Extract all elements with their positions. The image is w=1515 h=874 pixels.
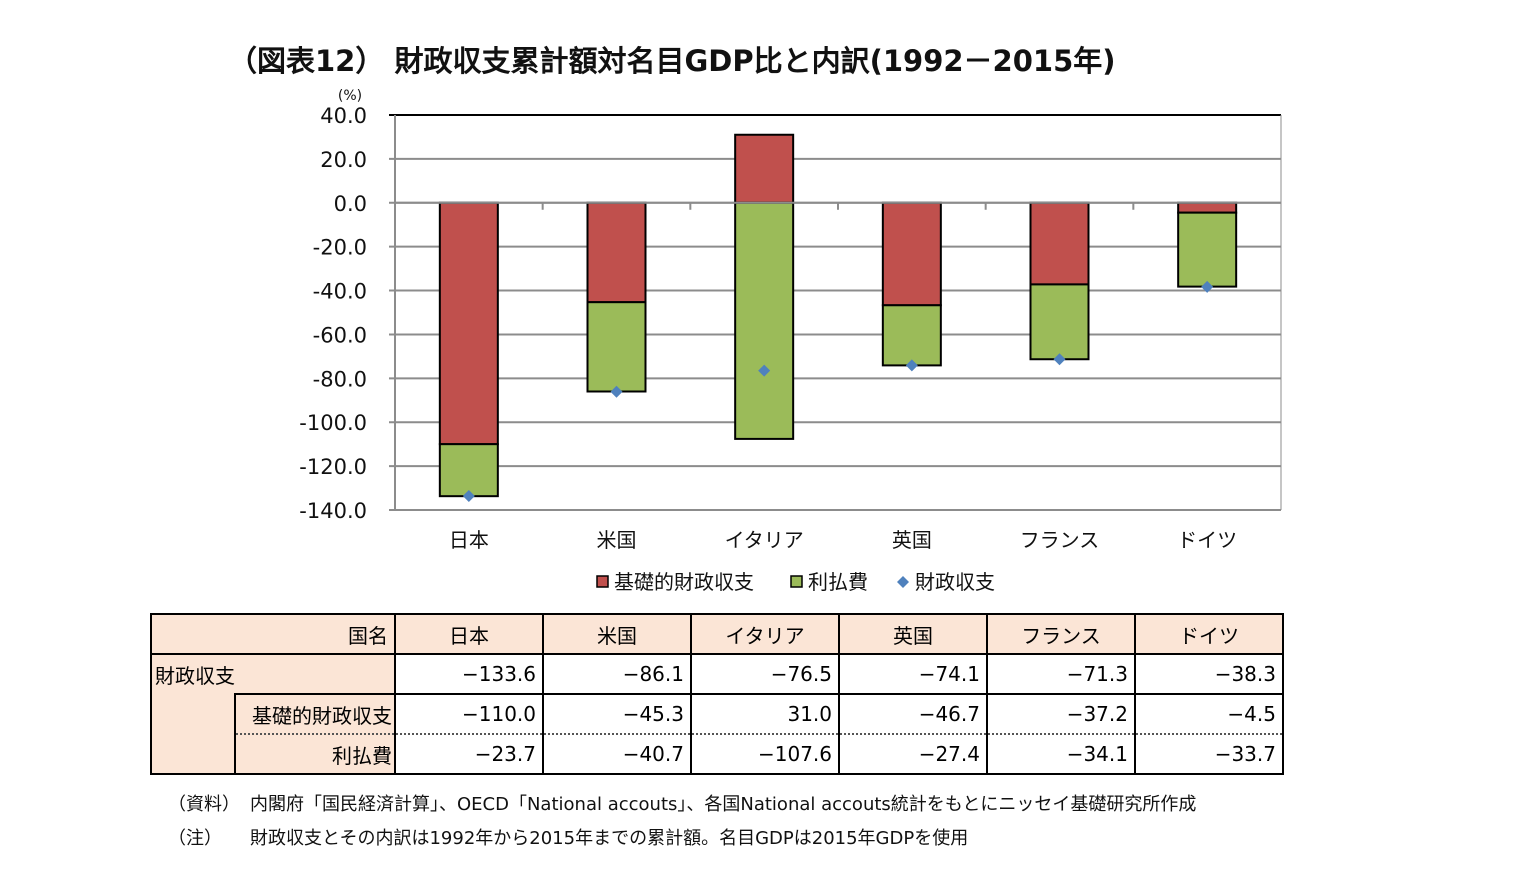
- note-key: （注）: [168, 828, 222, 849]
- legend-label: 基礎的財政収支: [614, 570, 754, 594]
- y-tick-label: -20.0: [313, 236, 367, 260]
- legend-swatch: [596, 575, 609, 588]
- table-cell: −23.7: [394, 733, 544, 775]
- y-tick-label: -80.0: [313, 367, 367, 391]
- note-text: 財政収支とその内訳は1992年から2015年までの累計額。名目GDPは2015年…: [250, 828, 969, 849]
- bar-primary-balance: [734, 133, 795, 204]
- y-tick-label: 0.0: [334, 192, 367, 216]
- table-cell: 31.0: [690, 693, 840, 735]
- bar-primary-balance: [438, 201, 499, 446]
- row-label: 基礎的財政収支: [234, 693, 396, 735]
- bar-interest: [734, 201, 795, 440]
- marker-fiscal-balance: [1201, 280, 1214, 293]
- indent-cell: [149, 694, 237, 775]
- y-tick-label: 40.0: [320, 104, 367, 128]
- x-tick-label: ドイツ: [1177, 528, 1237, 552]
- bar-interest: [1029, 283, 1090, 361]
- table-cell: −71.3: [986, 653, 1136, 695]
- source-note: （資料） 内閣府「国民経済計算」、OECD「National accouts」、各…: [168, 790, 1196, 816]
- table-cell: −86.1: [542, 653, 692, 695]
- x-tick-label: イタリア: [725, 528, 804, 552]
- y-tick-label: -60.0: [313, 323, 367, 347]
- table-cell: −38.3: [1134, 653, 1284, 695]
- bar-primary-balance: [586, 201, 647, 304]
- table-cell: −46.7: [838, 693, 988, 735]
- table-row: 財政収支 −133.6 −86.1 −76.5 −74.1 −71.3 −38.…: [150, 653, 1284, 695]
- marker-fiscal-balance: [758, 364, 771, 377]
- footnote: （注） 財政収支とその内訳は1992年から2015年までの累計額。名目GDPは20…: [168, 824, 968, 850]
- table-cell: −107.6: [690, 733, 840, 775]
- row-label: 財政収支: [150, 653, 396, 694]
- marker-fiscal-balance: [610, 385, 623, 398]
- y-tick-label: -100.0: [299, 411, 367, 435]
- y-tick-label: -140.0: [299, 499, 367, 523]
- table-header: 米国: [542, 613, 692, 655]
- note-key: （資料）: [168, 794, 240, 815]
- chart: 40.0 20.0 0.0 -20.0 -40.0 -60.0 -80.0 -100.0 -12…: [299, 88, 1282, 594]
- row-label: 利払費: [234, 733, 396, 775]
- table-cell: −37.2: [986, 693, 1136, 735]
- data-table: 国名 日本 米国 イタリア 英国 フランス ドイツ 財政収支 −133.6 −8…: [149, 613, 1284, 775]
- x-tick-label: 英国: [892, 528, 932, 552]
- x-tick-label: フランス: [1020, 528, 1100, 552]
- legend-swatch: [897, 576, 909, 588]
- bar-interest: [438, 443, 499, 498]
- table-header: 日本: [394, 613, 544, 655]
- table-cell: −45.3: [542, 693, 692, 735]
- table-header: 英国: [838, 613, 988, 655]
- legend-label: 財政収支: [915, 570, 995, 594]
- table-row: 基礎的財政収支 −110.0 −45.3 31.0 −46.7 −37.2 −4…: [149, 693, 1284, 775]
- marker-fiscal-balance: [462, 489, 475, 502]
- table-cell: −34.1: [986, 733, 1136, 775]
- y-tick-label: 20.0: [320, 148, 367, 172]
- table-cell: −40.7: [542, 733, 692, 775]
- table-header: ドイツ: [1134, 613, 1284, 655]
- table-header: イタリア: [690, 613, 840, 655]
- legend-swatch: [790, 575, 803, 588]
- table-corner: 国名: [150, 613, 396, 655]
- y-tick-label: -120.0: [299, 455, 367, 479]
- marker-fiscal-balance: [1053, 353, 1066, 366]
- bar-interest: [586, 301, 647, 393]
- table-cell: −33.7: [1134, 733, 1284, 775]
- chart-title: （図表12） 財政収支累計額対名目GDP比と内訳(1992－2015年): [228, 44, 1116, 78]
- note-text: 内閣府「国民経済計算」、OECD「National accouts」、各国Nat…: [250, 794, 1197, 815]
- table-cell: −74.1: [838, 653, 988, 695]
- table-cell: −27.4: [838, 733, 988, 775]
- bar-primary-balance: [881, 201, 942, 307]
- marker-fiscal-balance: [905, 359, 918, 372]
- table-cell: −110.0: [394, 693, 544, 735]
- y-tick-label: -40.0: [313, 280, 367, 304]
- legend-label: 利払費: [808, 570, 868, 594]
- y-axis-label: (%): [338, 88, 362, 104]
- bar-primary-balance: [1177, 201, 1238, 214]
- bar-interest: [881, 304, 942, 367]
- table-cell: −133.6: [394, 653, 544, 695]
- bar-interest: [1177, 211, 1238, 288]
- table-header: フランス: [986, 613, 1136, 655]
- table-row: 利払費 −23.7 −40.7 −107.6 −27.4 −34.1 −33.7: [151, 733, 1284, 775]
- table-cell: −76.5: [690, 653, 840, 695]
- x-tick-label: 米国: [597, 528, 637, 552]
- table-cell: −4.5: [1134, 693, 1284, 735]
- x-tick-label: 日本: [449, 528, 489, 552]
- bar-primary-balance: [1029, 201, 1090, 286]
